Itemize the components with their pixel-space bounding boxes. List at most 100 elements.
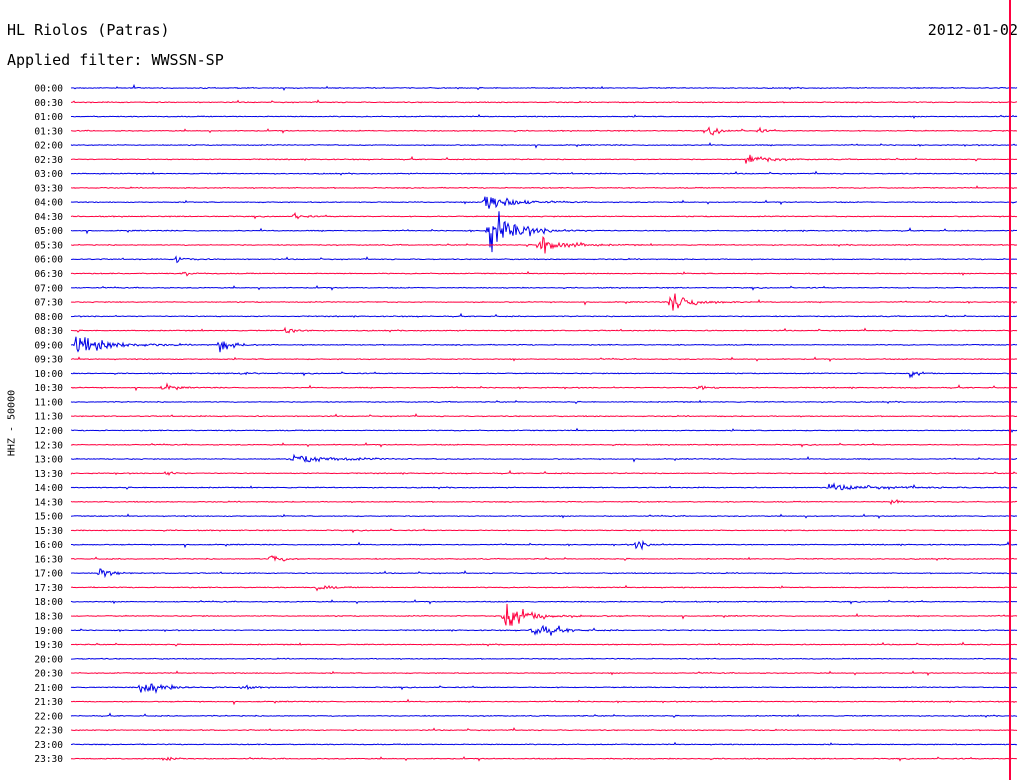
row-time-label: 23:00 [34,740,63,751]
row-time-label: 09:30 [34,355,63,366]
row-time-label: 15:00 [34,512,63,523]
trace-line [70,382,1018,392]
trace-line [70,469,1018,476]
row-time-label: 16:30 [34,554,63,565]
row-time-label: 06:00 [34,255,63,266]
row-time-label: 20:30 [34,669,63,680]
row-time-label: 01:00 [34,112,63,123]
trace-line [70,236,1018,254]
trace-line [70,413,1018,418]
row-time-label: 15:30 [34,526,63,537]
row-time-label: 01:30 [34,126,63,137]
trace-line [70,336,1018,353]
trace-line [70,399,1018,405]
trace-line [70,255,1018,264]
trace-line [70,211,1018,220]
row-time-label: 21:00 [34,683,63,694]
row-time-label: 00:00 [34,84,63,95]
trace-line [70,641,1018,647]
trace-line [70,83,1018,91]
trace-line [70,126,1018,136]
trace-line [70,185,1018,190]
row-time-label: 13:00 [34,455,63,466]
row-time-label: 14:30 [34,497,63,508]
date-label: 2012-01-02 [927,21,1018,39]
trace-line [70,326,1018,334]
row-time-label: 07:00 [34,283,63,294]
trace-line [70,196,1018,209]
tick-labels: 00:00 00:30 01:00 01:30 02:00 02:30 03:00 03:30… [34,84,63,766]
row-time-label: 07:30 [34,298,63,309]
trace-line [70,113,1018,119]
row-time-label: 22:00 [34,711,63,722]
row-time-label: 03:30 [34,183,63,194]
row-time-label: 09:00 [34,340,63,351]
trace-line [70,712,1018,719]
trace-line [70,453,1018,463]
trace-line [70,741,1018,746]
row-time-label: 12:30 [34,440,63,451]
trace-line [70,142,1018,149]
trace-line [70,442,1018,448]
trace-line [70,603,1018,626]
trace-line [70,370,1018,379]
trace-line [70,683,1018,695]
trace-line [70,482,1018,491]
row-time-label: 06:30 [34,269,63,280]
trace-line [70,670,1018,677]
row-time-label: 02:30 [34,155,63,166]
row-time-label: 12:00 [34,426,63,437]
trace-line [70,427,1018,433]
row-time-label: 11:30 [34,412,63,423]
row-time-label: 03:00 [34,169,63,180]
trace-line [70,539,1018,551]
filter-label: Applied filter: WWSSN-SP [7,51,224,69]
trace-line [70,756,1018,762]
row-time-label: 04:30 [34,212,63,223]
trace-line [70,170,1018,176]
row-time-label: 22:30 [34,726,63,737]
trace-line [70,528,1018,534]
row-time-label: 08:30 [34,326,63,337]
trace-line [70,624,1018,636]
trace-line [70,727,1018,732]
row-time-label: 19:30 [34,640,63,651]
trace-line [70,356,1018,363]
row-time-label: 17:30 [34,583,63,594]
trace-line [70,211,1018,253]
row-time-label: 02:00 [34,141,63,152]
trace-line [70,698,1018,706]
trace-line [70,599,1018,605]
trace-line [70,499,1018,506]
trace-group [70,83,1018,762]
trace-line [70,584,1018,592]
trace-line [70,555,1018,562]
row-time-label: 08:00 [34,312,63,323]
row-time-label: 11:00 [34,397,63,408]
row-time-label: 23:30 [34,754,63,765]
row-time-label: 05:30 [34,240,63,251]
trace-line [70,568,1018,579]
row-time-label: 21:30 [34,697,63,708]
row-time-label: 18:00 [34,597,63,608]
trace-line [70,99,1018,104]
trace-line [70,293,1018,311]
trace-line [70,154,1018,164]
row-time-label: 13:30 [34,469,63,480]
row-time-label: 17:00 [34,569,63,580]
row-time-label: 04:00 [34,198,63,209]
row-time-label: 14:00 [34,483,63,494]
trace-line [70,312,1018,318]
row-time-label: 05:00 [34,226,63,237]
row-time-label: 10:30 [34,383,63,394]
row-time-label: 20:00 [34,654,63,665]
row-time-label: 19:00 [34,626,63,637]
trace-line [70,513,1018,520]
trace-line [70,285,1018,291]
row-time-label: 10:00 [34,369,63,380]
station-title: HL Riolos (Patras) [7,21,170,39]
trace-line [70,657,1018,661]
row-time-label: 18:30 [34,611,63,622]
trace-line [70,270,1017,277]
